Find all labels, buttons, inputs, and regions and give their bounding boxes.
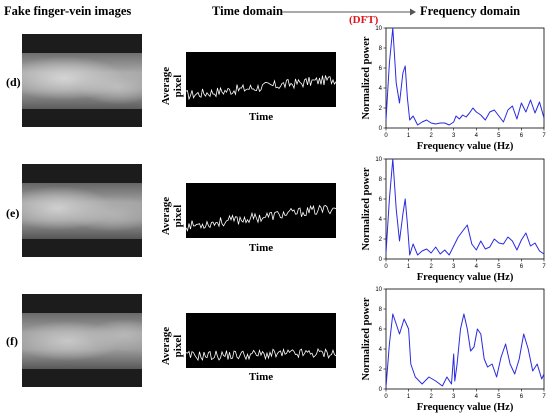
x-tick-label: 6 [520, 264, 524, 270]
y-tick-label: 0 [379, 257, 383, 263]
x-tick-label: 0 [384, 133, 388, 139]
y-tick-label: 6 [379, 197, 383, 203]
y-tick-label: 8 [379, 177, 383, 183]
x-tick-label: 2 [429, 394, 433, 400]
x-tick-label: 2 [429, 133, 433, 139]
y-tick-label: 10 [375, 157, 382, 163]
power-spectrum-line [385, 313, 545, 388]
time-signal-f [185, 347, 337, 362]
time-plot-e [185, 183, 337, 238]
y-axis-label: Normalized power [361, 167, 372, 250]
x-tick-label: 7 [542, 133, 546, 139]
row-label-f: (f) [6, 334, 18, 348]
x-tick-label: 3 [452, 133, 456, 139]
plot-frame [385, 288, 545, 390]
x-tick-label: 4 [475, 264, 479, 270]
x-tick-label: 5 [497, 133, 501, 139]
x-tick-label: 6 [520, 133, 524, 139]
x-axis-label: Frequency value (Hz) [417, 141, 514, 152]
y-tick-label: 8 [379, 46, 383, 52]
x-tick-label: 0 [384, 264, 388, 270]
y-tick-label: 2 [379, 367, 383, 373]
row-label-d: (d) [6, 75, 21, 89]
y-tick-label: 10 [375, 26, 382, 32]
y-tick-label: 2 [379, 106, 383, 112]
y-axis-label: Normalized power [361, 297, 372, 380]
y-axis-label: Normalized power [361, 36, 372, 119]
x-tick-label: 3 [452, 394, 456, 400]
vein-image-e [22, 164, 142, 257]
x-tick-label: 1 [407, 394, 411, 400]
time-ylabel-f: Average pixel [160, 326, 184, 366]
vein-image-f [22, 294, 142, 387]
y-tick-label: 8 [379, 307, 383, 313]
y-tick-label: 4 [379, 217, 383, 223]
time-signal-e [185, 204, 337, 232]
power-spectrum-line [385, 27, 545, 126]
frequency-chart-d: 0 1 2 3 4 5 6 7 0 2 4 6 8 10 Frequency value (Hz) Norma… [361, 26, 546, 152]
header-frequency-domain: Frequency domain [420, 4, 521, 18]
x-axis-label: Frequency value (Hz) [417, 402, 514, 413]
time-plot-f [185, 313, 337, 368]
x-tick-label: 2 [429, 264, 433, 270]
y-tick-label: 4 [379, 86, 383, 92]
y-tick-label: 6 [379, 66, 383, 72]
vein-image-d [22, 34, 142, 127]
time-xlabel-d: Time [248, 111, 274, 123]
y-tick-label: 0 [379, 387, 383, 393]
plot-frame [385, 27, 545, 129]
y-tick-label: 10 [375, 287, 382, 293]
y-tick-label: 2 [379, 237, 383, 243]
header-fake-images: Fake finger-vein images [4, 4, 132, 18]
plot-frame [385, 158, 545, 260]
y-tick-label: 6 [379, 327, 383, 333]
frequency-chart-f: 0 1 2 3 4 5 6 7 0 2 4 6 8 10 Frequency value (Hz) Norma… [361, 287, 546, 413]
x-tick-label: 7 [542, 264, 546, 270]
x-axis-label: Frequency value (Hz) [417, 272, 514, 283]
x-tick-label: 0 [384, 394, 388, 400]
time-xlabel-f: Time [248, 371, 274, 383]
x-tick-label: 7 [542, 394, 546, 400]
power-spectrum-line [385, 158, 545, 256]
time-signal-d [185, 75, 337, 101]
x-tick-label: 4 [475, 394, 479, 400]
dft-arrow-icon [282, 8, 416, 16]
header-time-domain: Time domain [212, 4, 283, 18]
x-tick-label: 3 [452, 264, 456, 270]
x-tick-label: 5 [497, 394, 501, 400]
time-plot-d [185, 52, 337, 107]
x-tick-label: 1 [407, 133, 411, 139]
time-ylabel-d: Average pixel [160, 66, 184, 106]
y-tick-label: 0 [379, 126, 383, 132]
time-ylabel-e: Average pixel [160, 196, 184, 236]
x-tick-label: 6 [520, 394, 524, 400]
header-dft: (DFT) [349, 14, 379, 26]
x-tick-label: 5 [497, 264, 501, 270]
time-xlabel-e: Time [248, 242, 274, 254]
x-tick-label: 1 [407, 264, 411, 270]
row-label-e: (e) [6, 206, 20, 220]
x-tick-label: 4 [475, 133, 479, 139]
y-tick-label: 4 [379, 347, 383, 353]
frequency-chart-e: 0 1 2 3 4 5 6 7 0 2 4 6 8 10 Frequency value (Hz) Norma… [361, 157, 546, 283]
